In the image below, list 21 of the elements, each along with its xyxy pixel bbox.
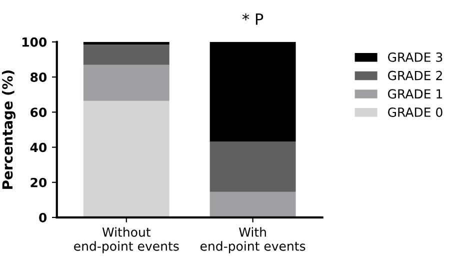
bar <box>83 42 170 45</box>
y-tick-label: 60 <box>30 108 47 118</box>
legend-label: GRADE 0 <box>388 108 442 117</box>
bar <box>83 64 170 101</box>
bar <box>210 142 296 192</box>
y-tick-label: 100 <box>22 37 47 47</box>
bar <box>83 100 170 218</box>
y-tick-label: 0 <box>39 212 47 222</box>
legend-label: GRADE 1 <box>388 89 442 99</box>
y-tick-label: 40 <box>30 142 47 152</box>
y-tick-label: 20 <box>30 178 47 188</box>
y-tick-label: 80 <box>30 72 47 82</box>
text: * P <box>242 13 264 25</box>
bar <box>83 44 170 65</box>
legend-label: GRADE 3 <box>388 52 442 62</box>
legend-label: GRADE 2 <box>388 70 442 80</box>
y-axis-title: Percentage (%) <box>2 70 16 189</box>
x-tick-label: With end-point events <box>200 227 306 254</box>
x-tick-label: Without end-point events <box>74 227 179 254</box>
bar <box>210 42 296 142</box>
bar <box>210 192 296 218</box>
